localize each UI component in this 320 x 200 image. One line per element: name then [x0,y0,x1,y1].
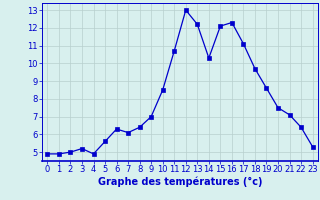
X-axis label: Graphe des températures (°c): Graphe des températures (°c) [98,177,262,187]
